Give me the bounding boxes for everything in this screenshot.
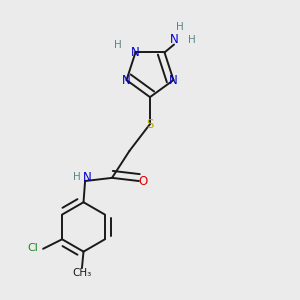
Text: H: H: [114, 40, 122, 50]
Text: N: N: [131, 46, 140, 59]
Text: Cl: Cl: [28, 243, 38, 253]
Text: N: N: [169, 74, 178, 87]
Text: O: O: [138, 175, 147, 188]
Text: N: N: [83, 171, 92, 184]
Text: H: H: [73, 172, 81, 182]
Text: H: H: [176, 22, 184, 32]
Text: S: S: [146, 118, 154, 130]
Text: CH₃: CH₃: [72, 268, 92, 278]
Text: N: N: [169, 33, 178, 46]
Text: H: H: [188, 35, 195, 45]
Text: N: N: [122, 74, 131, 87]
